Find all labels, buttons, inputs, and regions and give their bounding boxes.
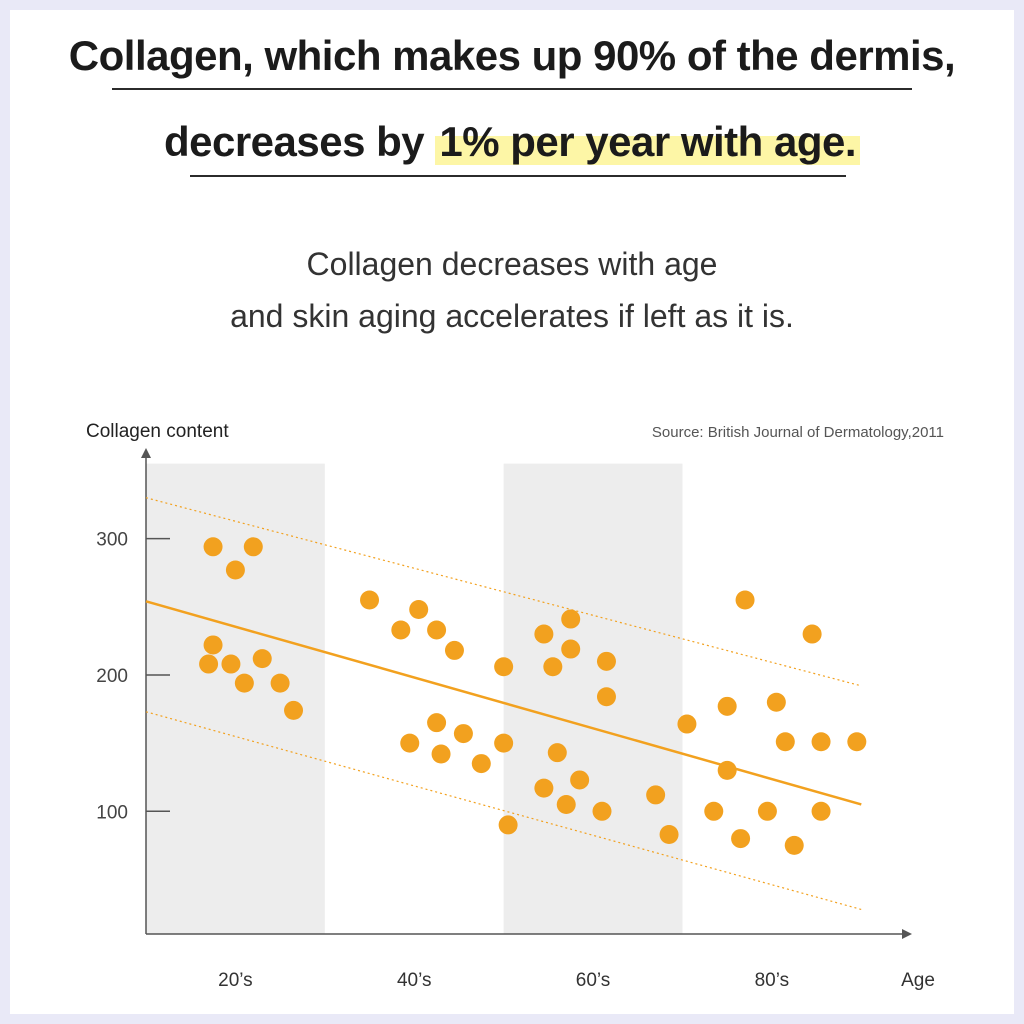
headline-line-2-text: decreases by <box>163 118 436 165</box>
x-tick-label-2: 40’s <box>397 970 432 991</box>
data-point-38 <box>704 801 724 821</box>
x-axis-label: Age <box>901 970 935 991</box>
data-point-26 <box>543 657 563 677</box>
data-point-50 <box>847 732 867 752</box>
lower-bound-line <box>145 711 862 911</box>
y-tick-label-100: 100 <box>96 802 128 823</box>
data-point-11 <box>360 590 380 610</box>
data-point-34 <box>596 687 616 707</box>
data-point-37 <box>677 714 697 734</box>
data-point-47 <box>802 624 822 644</box>
x-tick-label-4: 80’s <box>755 970 790 991</box>
data-point-4 <box>221 654 241 674</box>
data-point-41 <box>731 829 751 849</box>
data-point-24 <box>534 624 554 644</box>
upper-bound-line <box>145 497 862 687</box>
data-point-20 <box>471 754 491 774</box>
x-axis-arrow <box>902 929 912 939</box>
data-point-23 <box>498 815 518 835</box>
data-point-43 <box>757 801 777 821</box>
data-point-10 <box>284 700 304 720</box>
shaded-band-2 <box>503 463 683 934</box>
subtitle: Collagen decreases with age and skin agi… <box>10 238 1014 342</box>
data-point-22 <box>494 733 514 753</box>
data-point-33 <box>596 651 616 671</box>
y-axis-arrow <box>141 448 151 458</box>
trend-line <box>145 600 862 806</box>
data-point-35 <box>646 785 666 805</box>
y-axis-label: Collagen content <box>86 421 229 442</box>
subtitle-line-2: and skin aging accelerates if left as it… <box>230 298 794 334</box>
infographic-card: Collagen, which makes up 90% of the derm… <box>10 10 1014 1014</box>
source-note: Source: British Journal of Dermatology,2… <box>652 424 944 441</box>
y-tick-label-200: 200 <box>96 666 128 687</box>
data-point-8 <box>252 649 272 669</box>
data-point-27 <box>547 743 567 763</box>
x-tick-label-1: 20’s <box>218 970 253 991</box>
data-point-48 <box>811 732 831 752</box>
data-point-5 <box>225 560 245 580</box>
data-point-12 <box>391 620 411 640</box>
data-point-9 <box>270 673 290 693</box>
data-point-15 <box>427 713 447 733</box>
data-point-21 <box>494 657 514 677</box>
data-point-45 <box>775 732 795 752</box>
y-tick-label-300: 300 <box>96 530 128 551</box>
data-point-31 <box>570 770 590 790</box>
data-point-17 <box>431 744 451 764</box>
collagen-scatter-chart: 100 200 300 20’s 40’s 60’s 80’s Collagen conte… <box>86 421 944 991</box>
headline-rule-2 <box>190 175 846 177</box>
data-point-32 <box>592 801 612 821</box>
data-point-36 <box>659 824 679 844</box>
data-point-6 <box>234 673 254 693</box>
data-point-49 <box>811 801 831 821</box>
x-tick-label-3: 60’s <box>576 970 611 991</box>
data-point-39 <box>717 760 737 780</box>
data-point-16 <box>427 620 447 640</box>
shaded-band-1 <box>146 463 325 934</box>
data-point-18 <box>444 640 464 660</box>
data-point-29 <box>561 609 581 629</box>
headline-rule-1 <box>112 88 912 90</box>
data-point-3 <box>203 537 223 557</box>
data-point-14 <box>409 600 429 620</box>
data-point-46 <box>784 835 804 855</box>
headline-line-2: decreases by 1% per year with age. <box>10 118 1014 166</box>
data-point-7 <box>243 537 263 557</box>
headline-highlight: 1% per year with age. <box>435 118 861 165</box>
data-point-40 <box>717 696 737 716</box>
data-point-28 <box>556 794 576 814</box>
data-point-25 <box>534 778 554 798</box>
data-point-19 <box>453 724 473 744</box>
data-point-42 <box>735 590 755 610</box>
headline-line-1: Collagen, which makes up 90% of the derm… <box>68 32 956 79</box>
data-point-30 <box>561 639 581 659</box>
data-point-44 <box>766 692 786 712</box>
data-point-13 <box>400 733 420 753</box>
data-point-2 <box>203 635 223 655</box>
subtitle-line-1: Collagen decreases with age <box>306 246 718 282</box>
data-point-1 <box>199 654 219 674</box>
